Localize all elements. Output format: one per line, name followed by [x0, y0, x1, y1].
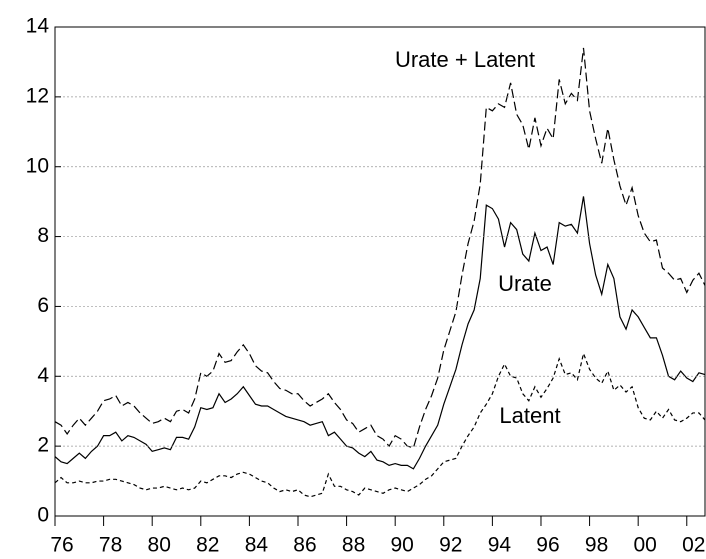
series-line [54, 47, 706, 449]
y-tick-label: 4 [37, 364, 49, 387]
x-tick-label: 78 [99, 534, 122, 557]
y-tick-label: 8 [37, 224, 49, 247]
x-tick-label: 84 [245, 534, 269, 557]
x-tick-label: 96 [536, 534, 559, 557]
series-line [54, 351, 706, 498]
series-line [54, 196, 706, 470]
x-tick-label: 90 [391, 534, 414, 557]
x-tick-label: 80 [148, 534, 171, 557]
y-tick-label: 0 [37, 504, 49, 527]
y-tick-label: 2 [37, 434, 49, 457]
x-tick-label: 82 [196, 534, 219, 557]
annotation: Urate + Latent [395, 47, 535, 72]
x-tick-label: 00 [633, 534, 656, 557]
y-tick-label: 14 [26, 15, 50, 38]
annotation: Urate [498, 271, 552, 296]
x-tick-label: 86 [293, 534, 316, 557]
y-tick-label: 6 [37, 294, 49, 317]
x-tick-label: 76 [50, 534, 73, 557]
x-tick-label: 94 [488, 534, 512, 557]
plot-frame [54, 26, 706, 517]
x-tick-label: 02 [682, 534, 705, 557]
y-tick-label: 12 [26, 84, 49, 107]
y-tick-label: 10 [26, 154, 49, 177]
x-tick-label: 92 [439, 534, 462, 557]
annotation: Latent [499, 403, 560, 428]
x-tick-label: 98 [585, 534, 608, 557]
x-tick-label: 88 [342, 534, 365, 557]
